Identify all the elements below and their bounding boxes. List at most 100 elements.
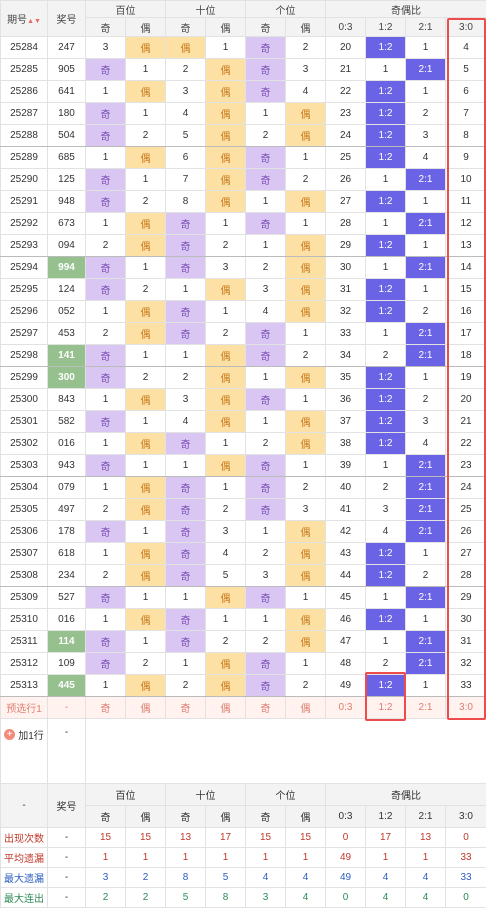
parity-cell: 2 [246,433,286,455]
predict-cell[interactable]: 偶 [206,697,246,719]
ratio-cell: 34 [326,345,366,367]
predict-cell[interactable]: 偶 [126,697,166,719]
predict-label[interactable]: 预选行1 [1,697,48,719]
ratio-cell: 20 [446,389,486,411]
parity-cell: 奇 [166,609,206,631]
stat-value: 3 [86,868,126,888]
add-row-label: 加1行 [18,727,44,742]
ratio-cell: 2:1 [406,345,446,367]
parity-cell: 2 [286,169,326,191]
predict-cell[interactable]: 0:3 [326,697,366,719]
period-cell: 25303 [1,455,48,477]
ratio-cell: 1 [366,213,406,235]
sort-arrows-icon[interactable]: ▲▼ [27,18,41,25]
predict-cell[interactable]: 1:2 [366,697,406,719]
ratio-cell: 41 [326,499,366,521]
ratio-cell: 1 [366,59,406,81]
prize-cell: 234 [48,565,86,587]
predict-cell[interactable]: 奇 [246,697,286,719]
ratio-cell: 1:2 [366,411,406,433]
stat-value: 17 [206,828,246,848]
column-header-period[interactable]: 期号▲▼ [1,1,48,37]
parity-cell: 4 [166,411,206,433]
parity-cell: 3 [286,499,326,521]
parity-cell: 3 [246,565,286,587]
predict-cell[interactable]: 偶 [286,697,326,719]
ratio-cell: 12 [446,213,486,235]
parity-cell: 1 [246,411,286,433]
ratio-cell: 16 [446,301,486,323]
parity-cell: 偶 [126,543,166,565]
parity-cell: 1 [86,213,126,235]
prize-cell: 905 [48,59,86,81]
ratio-cell: 14 [446,257,486,279]
parity-cell: 3 [206,521,246,543]
parity-cell: 3 [286,59,326,81]
add-row-button[interactable]: + 加1行 [4,727,44,742]
ratio-cell: 1:2 [366,389,406,411]
subheader-odd: 奇 [246,18,286,37]
prize-cell: 124 [48,279,86,301]
parity-cell: 偶 [286,191,326,213]
parity-cell: 奇 [86,169,126,191]
parity-cell: 1 [86,433,126,455]
ratio-cell: 2:1 [406,257,446,279]
ratio-cell: 26 [446,521,486,543]
predict-row[interactable]: 预选行1 - 奇 偶 奇 偶 奇 偶 0:3 1:2 2:1 3:0 [1,697,486,719]
ratio-cell: 1 [366,323,406,345]
parity-cell: 偶 [286,521,326,543]
ratio-cell: 9 [446,147,486,169]
parity-cell: 2 [246,257,286,279]
ratio-cell: 26 [326,169,366,191]
stat-value: 0 [326,828,366,848]
parity-cell: 1 [126,257,166,279]
ratio-cell: 1 [366,455,406,477]
stat-value: 17 [366,828,406,848]
ratio-cell: 1:2 [366,301,406,323]
prize-cell: 843 [48,389,86,411]
ratio-cell: 17 [446,323,486,345]
predict-cell[interactable]: 2:1 [406,697,446,719]
ratio-cell: 1 [366,587,406,609]
ratio-cell: 4 [406,147,446,169]
parity-cell: 偶 [286,565,326,587]
parity-cell: 1 [126,587,166,609]
prize-cell: 141 [48,345,86,367]
stat-value: 5 [166,888,206,908]
ratio-cell: 1 [366,169,406,191]
parity-cell: 奇 [86,367,126,389]
parity-cell: 2 [286,477,326,499]
footer-header-dash: - [1,784,48,828]
subheader-ratio-0-3: 0:3 [326,18,366,37]
predict-cell[interactable]: 3:0 [446,697,486,719]
ratio-cell: 1 [406,609,446,631]
ratio-cell: 1:2 [366,125,406,147]
stat-value: 33 [446,868,486,888]
subheader-ratio-1-2: 1:2 [366,18,406,37]
parity-cell: 偶 [126,301,166,323]
stat-value: 4 [246,868,286,888]
add-row-cell[interactable]: + 加1行 [1,719,48,784]
ratio-cell: 37 [326,411,366,433]
predict-cell[interactable]: 奇 [86,697,126,719]
parity-cell: 1 [86,609,126,631]
stat-value: 49 [326,868,366,888]
predict-cell[interactable]: 奇 [166,697,206,719]
parity-cell: 奇 [86,279,126,301]
period-cell: 25312 [1,653,48,675]
ratio-cell: 45 [326,587,366,609]
footer-subheader-odd: 奇 [166,806,206,828]
parity-cell: 奇 [86,103,126,125]
ratio-cell: 4 [366,521,406,543]
stat-value: 4 [406,868,446,888]
predict-prize: - [48,697,86,719]
period-cell: 25288 [1,125,48,147]
period-cell: 25304 [1,477,48,499]
stat-value: 0 [326,888,366,908]
